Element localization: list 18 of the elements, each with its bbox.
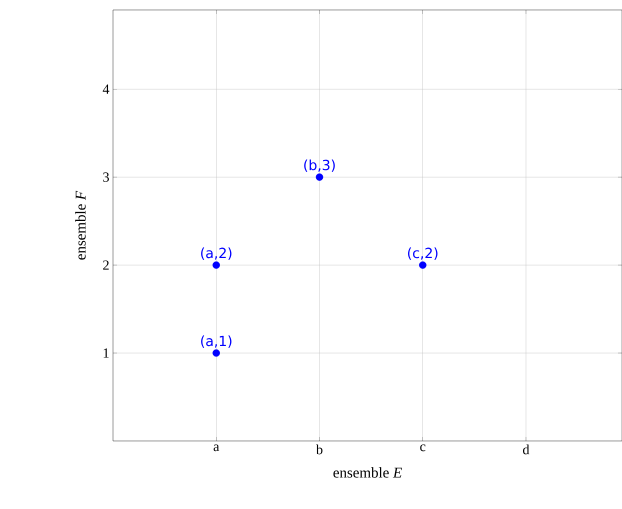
y-tick-label: 2	[103, 260, 109, 270]
y-axis-title: ensemble F	[75, 190, 86, 260]
x-tick-label: b	[316, 444, 322, 454]
annotation: (a,2)	[201, 247, 232, 260]
point	[212, 349, 220, 357]
annotation: (b,3)	[304, 159, 335, 172]
x-tick-label: d	[523, 444, 530, 454]
point	[212, 261, 220, 269]
y-tick-label: 4	[102, 84, 110, 94]
y-tick-label: 1	[104, 348, 109, 358]
point	[419, 261, 426, 269]
annotation: (a,1)	[201, 335, 232, 348]
x-axis-title: ensemble E	[333, 467, 402, 478]
x-tick-label: a	[214, 444, 220, 452]
point	[316, 173, 324, 181]
y-tick-label: 3	[103, 172, 109, 182]
x-tick-label: c	[420, 444, 426, 452]
annotation: (c,2)	[408, 247, 438, 260]
